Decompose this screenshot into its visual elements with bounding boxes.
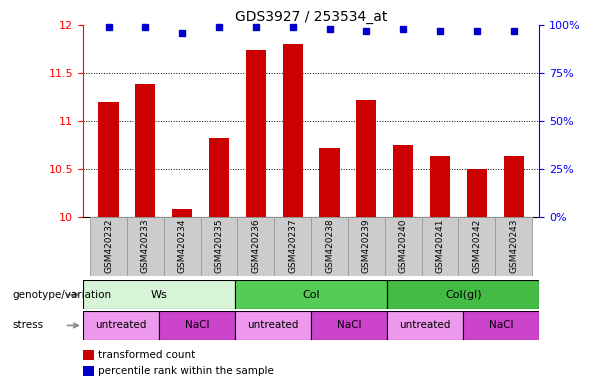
Text: Col: Col	[302, 290, 320, 300]
Bar	[90, 217, 127, 276]
Bar	[503, 156, 524, 217]
Bar	[99, 102, 119, 217]
Bar	[466, 169, 487, 217]
Bar	[246, 50, 266, 217]
Text: GSM420238: GSM420238	[325, 219, 334, 273]
Bar	[164, 217, 200, 276]
Bar	[283, 44, 303, 217]
Text: GSM420236: GSM420236	[251, 219, 261, 273]
Bar	[135, 84, 156, 217]
Text: GSM420241: GSM420241	[435, 219, 444, 273]
Text: GSM420232: GSM420232	[104, 219, 113, 273]
Text: untreated: untreated	[400, 320, 451, 331]
Bar	[209, 138, 229, 217]
Bar	[348, 217, 385, 276]
Text: GSM420234: GSM420234	[178, 219, 187, 273]
Text: GSM420242: GSM420242	[473, 219, 481, 273]
Text: GSM420235: GSM420235	[215, 219, 224, 273]
Text: transformed count: transformed count	[98, 350, 196, 360]
Bar	[235, 280, 387, 309]
Bar	[463, 311, 539, 340]
Bar	[356, 100, 376, 217]
Bar	[274, 217, 311, 276]
Text: GSM420237: GSM420237	[288, 219, 297, 273]
Bar	[83, 311, 159, 340]
Text: percentile rank within the sample: percentile rank within the sample	[98, 366, 274, 376]
Bar	[495, 217, 532, 276]
Bar	[83, 280, 235, 309]
Text: GSM420243: GSM420243	[509, 219, 518, 273]
Text: NaCl: NaCl	[489, 320, 514, 331]
Bar	[172, 209, 192, 217]
Bar	[83, 366, 94, 376]
Bar	[387, 311, 463, 340]
Bar	[319, 148, 340, 217]
Bar	[83, 350, 94, 360]
Text: genotype/variation: genotype/variation	[12, 290, 112, 300]
Bar	[385, 217, 422, 276]
Text: Ws: Ws	[151, 290, 167, 300]
Text: untreated: untreated	[95, 320, 147, 331]
Bar	[393, 145, 413, 217]
Bar	[311, 311, 387, 340]
Title: GDS3927 / 253534_at: GDS3927 / 253534_at	[235, 10, 387, 24]
Text: GSM420233: GSM420233	[141, 219, 150, 273]
Bar	[311, 217, 348, 276]
Text: NaCl: NaCl	[337, 320, 362, 331]
Text: GSM420240: GSM420240	[398, 219, 408, 273]
Bar	[127, 217, 164, 276]
Bar	[235, 311, 311, 340]
Text: stress: stress	[12, 320, 44, 331]
Bar	[200, 217, 237, 276]
Bar	[422, 217, 459, 276]
Text: GSM420239: GSM420239	[362, 219, 371, 273]
Bar	[430, 156, 450, 217]
Bar	[237, 217, 274, 276]
Text: NaCl: NaCl	[185, 320, 209, 331]
Bar	[159, 311, 235, 340]
Bar	[387, 280, 539, 309]
Text: untreated: untreated	[248, 320, 299, 331]
Bar	[459, 217, 495, 276]
Text: Col(gl): Col(gl)	[445, 290, 482, 300]
